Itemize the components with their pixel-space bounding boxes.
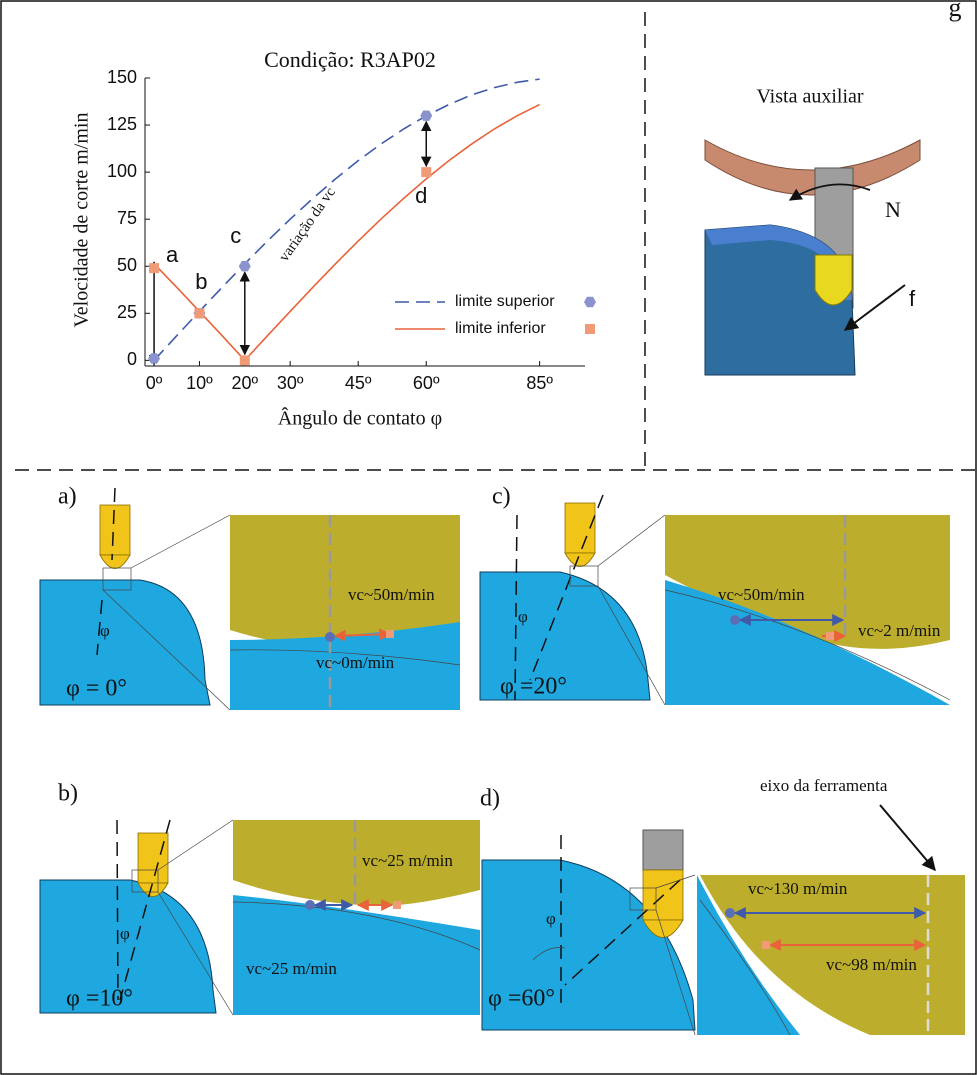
- speed-label: vc~2 m/min: [858, 621, 941, 640]
- marker: [585, 324, 595, 334]
- panel-illustration: [39, 487, 461, 711]
- panel-illustration: [39, 819, 481, 1016]
- speed-label: vc~0m/min: [316, 653, 395, 672]
- marker: [584, 296, 596, 308]
- x-tick-label: 0º: [146, 373, 163, 393]
- x-tick-label: 85º: [526, 373, 553, 393]
- marker: [421, 167, 432, 178]
- speed-label: vc~98 m/min: [826, 955, 917, 974]
- legend-label: limite inferior: [455, 320, 546, 337]
- speed-label: vc~130 m/min: [748, 879, 848, 898]
- panel-illustration: [481, 804, 965, 1036]
- speed-label: vc~25 m/min: [362, 851, 453, 870]
- phi: φ: [518, 607, 528, 626]
- panel-angle: φ =20°: [500, 674, 567, 700]
- y-tick-label: 75: [117, 208, 137, 228]
- series-line: [153, 103, 540, 362]
- aux-illustration: [704, 139, 921, 376]
- x-tick-label: 60º: [413, 373, 440, 393]
- y-tick-label: 125: [107, 114, 137, 134]
- x-tick-label: 30º: [277, 373, 304, 393]
- speed-label: vc~25 m/min: [246, 959, 337, 978]
- panel-label: b): [58, 781, 78, 807]
- panel-label: a): [58, 484, 77, 510]
- phi: φ: [120, 924, 130, 943]
- y-tick-label: 150: [107, 67, 137, 87]
- panel-label: c): [492, 484, 511, 510]
- x-tick-label: 20º: [231, 373, 258, 393]
- panel-illustration: [479, 494, 951, 706]
- y-tick-label: 50: [117, 255, 137, 275]
- tool-axis-label: eixo da ferramenta: [760, 776, 888, 795]
- x-axis-label: Ângulo de contato φ: [278, 407, 442, 430]
- marker: [194, 308, 205, 319]
- y-axis-label: Velocidade de corte m/min: [71, 113, 93, 328]
- point-label: c: [230, 223, 241, 248]
- legend-label: limite superior: [455, 293, 555, 310]
- marker: [238, 261, 251, 272]
- x-tick-label: 10º: [186, 373, 213, 393]
- phi: φ: [546, 909, 556, 928]
- panel-angle: φ =60°: [488, 986, 555, 1012]
- speed-label: vc~50m/min: [718, 585, 805, 604]
- point-label: a: [166, 242, 179, 267]
- chart-title: Condição: R3AP02: [264, 47, 436, 72]
- y-tick-label: 25: [117, 302, 137, 322]
- aux-label: N: [885, 197, 901, 222]
- aux-label: f: [909, 286, 916, 311]
- marker: [239, 355, 250, 366]
- phi: φ: [100, 621, 110, 640]
- marker: [148, 353, 161, 364]
- y-tick-label: 100: [107, 161, 137, 181]
- point-label: b: [195, 269, 207, 294]
- panel-angle: φ = 0°: [66, 676, 127, 702]
- aux-title: Vista auxiliar: [756, 86, 863, 108]
- panel-label: d): [480, 786, 500, 812]
- marker: [149, 263, 160, 274]
- panel-angle: φ =10°: [66, 986, 133, 1012]
- speed-label: vc~50m/min: [348, 585, 435, 604]
- plot: 0 25 50 75 100 125 150 0º 10º 20º 30º 45º 60º 85º abc d…: [107, 67, 596, 393]
- x-tick-label: 45º: [345, 373, 372, 393]
- series-line: [153, 78, 540, 361]
- marker: [420, 110, 433, 121]
- caption-fragment: g: [949, 0, 962, 22]
- y-tick-label: 0: [127, 349, 137, 369]
- point-label: d: [415, 183, 427, 208]
